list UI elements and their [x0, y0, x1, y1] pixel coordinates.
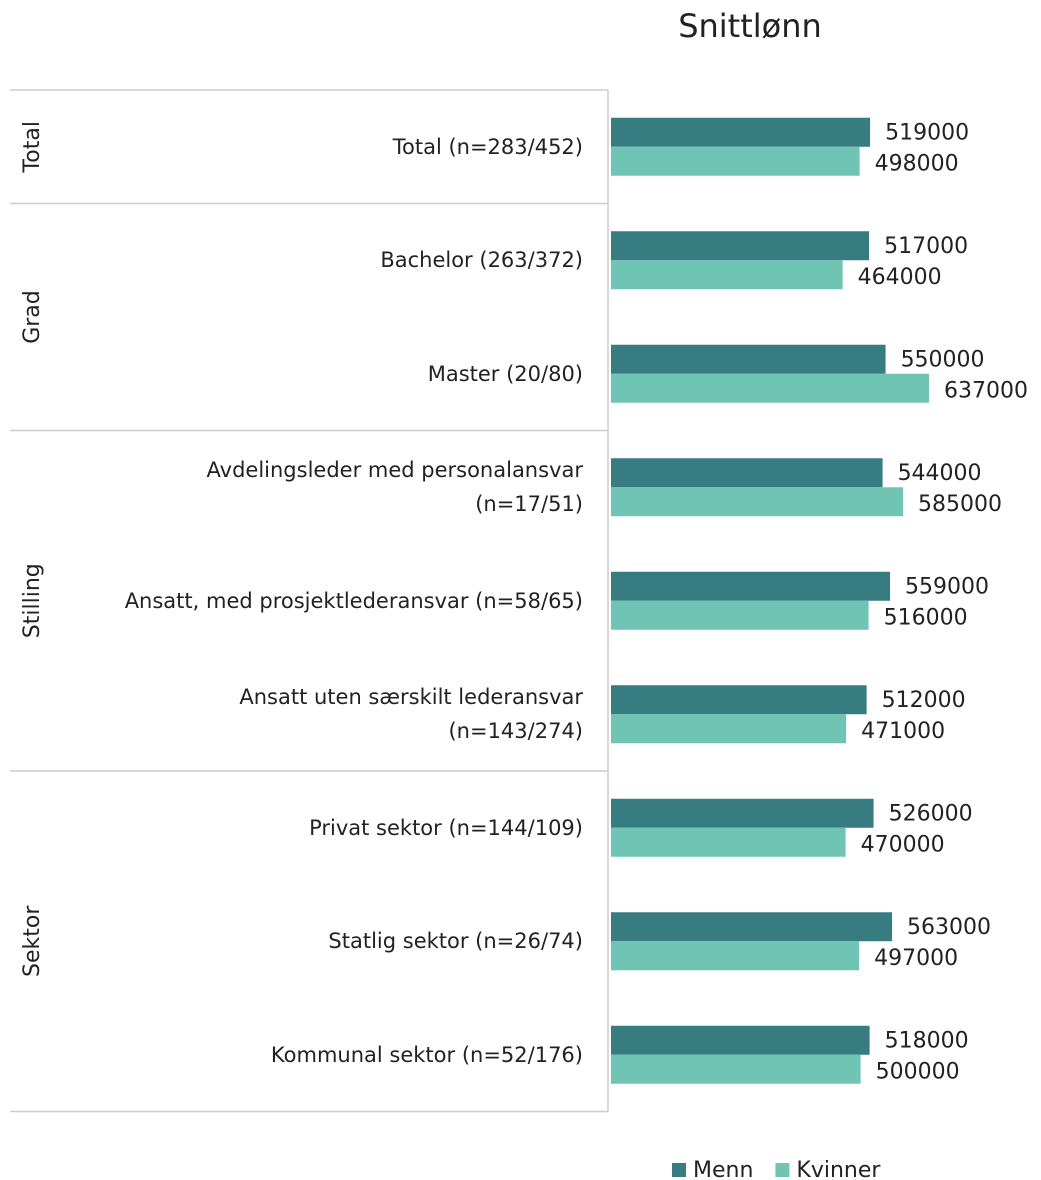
bar — [611, 458, 883, 488]
value-label: 518000 — [885, 1028, 969, 1053]
category-label: Ansatt uten særskilt lederansvar (n=143/… — [239, 685, 583, 744]
bar — [611, 487, 904, 517]
legend-label: Kvinner — [796, 1158, 881, 1180]
group-label: Grad — [20, 290, 45, 344]
bar — [611, 146, 860, 176]
category-label: Avdelingsleder med personalansvar (n=17/… — [206, 458, 584, 517]
bar — [611, 714, 847, 744]
value-label: 500000 — [876, 1059, 960, 1084]
value-label: 526000 — [889, 801, 973, 826]
category-label: Statlig sektor (n=26/74) — [328, 929, 583, 954]
group-label: Total — [20, 121, 45, 173]
bar — [611, 571, 891, 601]
legend-swatch — [672, 1163, 686, 1177]
value-label: 563000 — [907, 915, 991, 940]
value-label: 637000 — [944, 378, 1028, 403]
bar — [611, 798, 874, 828]
value-label: 497000 — [874, 946, 958, 971]
bar — [611, 344, 886, 374]
category-label: Master (20/80) — [427, 361, 583, 386]
bar — [611, 373, 929, 403]
value-label: 512000 — [882, 688, 966, 713]
category-label: Bachelor (263/372) — [380, 248, 583, 273]
value-label: 544000 — [898, 461, 982, 486]
value-label: 559000 — [905, 574, 989, 599]
value-label: 519000 — [885, 120, 969, 145]
bar — [611, 1025, 870, 1055]
bar — [611, 912, 893, 942]
bar — [611, 600, 869, 630]
legend-label: Menn — [693, 1158, 753, 1180]
bar — [611, 117, 871, 147]
legend-swatch — [775, 1163, 790, 1177]
value-label: 471000 — [861, 719, 945, 744]
category-label: Total (n=283/452) — [392, 134, 583, 159]
category-label: Kommunal sektor (n=52/176) — [270, 1042, 583, 1067]
category-label: Privat sektor (n=144/109) — [309, 815, 583, 840]
bar — [611, 685, 867, 715]
value-label: 585000 — [918, 492, 1002, 517]
value-label: 550000 — [901, 347, 985, 372]
category-label: Ansatt, med prosjektlederansvar (n=58/65… — [124, 588, 583, 613]
chart-title: Snittlønn — [678, 7, 822, 45]
value-label: 464000 — [858, 265, 942, 290]
group-label: Sektor — [20, 905, 45, 977]
bar — [611, 1054, 861, 1084]
bar — [611, 231, 870, 261]
value-label: 470000 — [861, 832, 945, 857]
value-label: 516000 — [884, 605, 968, 630]
bar — [611, 941, 860, 971]
group-label: Stilling — [20, 563, 45, 638]
value-label: 498000 — [875, 151, 959, 176]
bar — [611, 827, 846, 857]
bar — [611, 260, 843, 290]
value-label: 517000 — [884, 234, 968, 259]
